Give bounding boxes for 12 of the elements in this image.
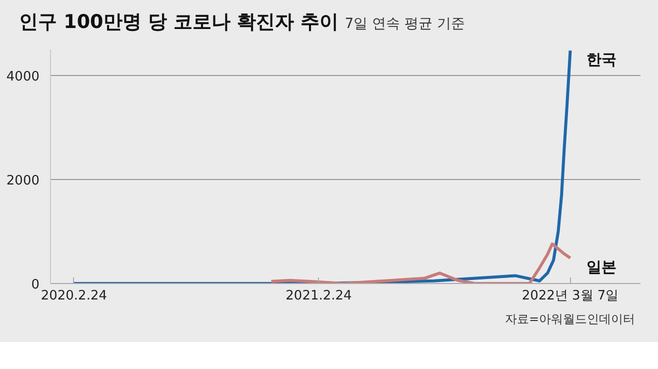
chart-title: 인구 100만명 당 코로나 확진자 추이 bbox=[19, 11, 339, 33]
x-tick-label: 2022년 3월 7일 bbox=[522, 288, 619, 304]
y-tick-label: 4000 bbox=[6, 70, 40, 84]
x-tick-label: 2020.2.24 bbox=[40, 288, 108, 304]
series-label: 일본 bbox=[586, 260, 616, 276]
text: 자료=아워월드인데이터 bbox=[504, 311, 635, 328]
x-tick-label: 2021.2.24 bbox=[286, 288, 352, 304]
chart-subtitle: 7일 연속 평균 기준 bbox=[344, 16, 465, 32]
y-tick-label: 2000 bbox=[6, 174, 40, 188]
line-series bbox=[72, 50, 572, 284]
series-label: 한국 bbox=[586, 52, 616, 69]
y-tick-label: 0 bbox=[31, 278, 40, 292]
